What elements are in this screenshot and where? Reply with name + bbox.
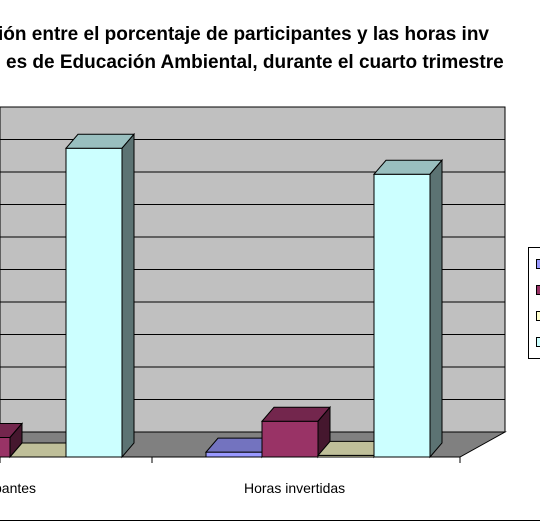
legend-swatch-series-2	[536, 285, 540, 295]
frame-bottom-border	[0, 520, 540, 521]
chart-title-line-1: ión entre el porcentaje de participantes…	[0, 24, 489, 45]
bar-series-2-front	[0, 437, 11, 458]
chart-title-line-2: es de Educación Ambiental, durante el cu…	[6, 52, 504, 73]
bar-series-4-side	[121, 132, 135, 459]
bar-series-4-front	[65, 147, 123, 458]
x-tick-label-horas-invertidas: Horas invertidas	[244, 480, 346, 496]
chart-legend	[528, 247, 540, 359]
legend-swatch-series-1	[536, 259, 540, 269]
bar-series-4-side	[429, 158, 443, 459]
x-tick-label-participantes: pantes	[0, 480, 37, 496]
bar-series-1-front	[205, 451, 263, 458]
bar-series-4-front	[373, 173, 431, 458]
legend-swatch-series-3	[536, 311, 540, 321]
legend-swatch-series-4	[536, 337, 540, 347]
bar-series-2-front	[261, 420, 319, 458]
